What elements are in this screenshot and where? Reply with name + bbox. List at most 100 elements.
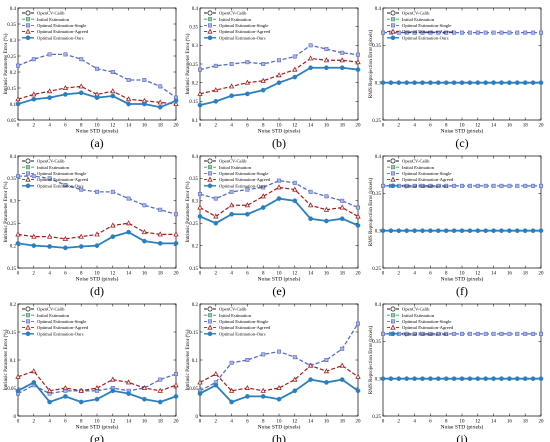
y-tick-label: 0.4 (375, 155, 382, 160)
panel-label: (b) (272, 136, 286, 150)
data-point (412, 30, 417, 35)
data-point (292, 66, 298, 72)
x-tick-label: 10 (95, 124, 101, 129)
data-point (292, 388, 298, 394)
x-tick-label: 14 (126, 420, 132, 425)
data-point (25, 313, 30, 318)
plot-frame (17, 7, 177, 121)
data-point (388, 376, 394, 382)
data-point (308, 189, 313, 194)
data-point (126, 391, 131, 396)
data-point (390, 35, 396, 41)
data-point (390, 331, 396, 337)
data-point (25, 171, 30, 176)
data-point (390, 28, 396, 34)
data-point (31, 233, 37, 239)
y-tick-label: 0.25 (372, 415, 381, 420)
y-tick-label: 0.15 (7, 87, 16, 92)
x-tick-label: 0 (199, 272, 202, 277)
data-point (324, 65, 329, 71)
series (380, 228, 544, 234)
plot-frame (199, 155, 359, 269)
x-tick-label: 8 (262, 420, 265, 425)
chart-panel: 0.15 0.2 0.25 0.3 0.35 0.4 0 2 4 6 8 10 12 14 16 18 20 No… (184, 155, 361, 298)
chart-panel: 0.1 0.15 0.2 0.25 0.3 0.35 0.4 0 2 4 6 8 10 12 14 16 18 2… (184, 7, 361, 150)
data-point (507, 30, 512, 35)
data-point (514, 80, 520, 86)
x-tick-label: 20 (356, 124, 362, 129)
data-point (451, 228, 457, 234)
data-point (110, 222, 116, 228)
legend-label: Optimal Estimation-Ours (37, 35, 84, 40)
data-point (390, 10, 396, 16)
x-tick-label: 2 (33, 420, 36, 425)
data-point (523, 183, 528, 188)
data-point (207, 324, 213, 330)
data-point (208, 165, 213, 170)
data-point (390, 158, 396, 164)
data-point (229, 61, 234, 66)
data-point (15, 388, 21, 394)
data-point (173, 241, 179, 246)
data-point (435, 80, 441, 86)
data-point (292, 180, 297, 185)
x-tick-label: 2 (215, 124, 218, 129)
legend-label: Initial Estimation (402, 17, 435, 22)
data-point (420, 376, 425, 382)
series (197, 184, 361, 219)
y-tick-label: 0.05 (7, 387, 16, 392)
data-point (110, 88, 116, 94)
data-point (95, 66, 100, 71)
data-point (25, 17, 30, 22)
y-tick-label: 0.3 (375, 81, 382, 86)
y-tick-label: 0.15 (189, 100, 198, 105)
series-line (199, 364, 359, 392)
x-tick-label: 8 (80, 272, 83, 277)
data-point (308, 377, 313, 382)
data-point (79, 57, 84, 62)
x-tick-label: 16 (324, 272, 330, 277)
data-point (260, 77, 266, 83)
legend-label: Optimal Estimation-Agreed (219, 177, 271, 182)
x-axis-label: Noise STD (pixels) (258, 424, 301, 431)
data-point (261, 61, 266, 66)
x-tick-label: 12 (292, 124, 298, 129)
x-tick-label: 18 (340, 124, 346, 129)
y-tick-label: 0.4 (192, 7, 199, 12)
data-point (276, 184, 282, 190)
data-point (339, 204, 345, 210)
data-point (63, 92, 68, 97)
panel-label: (f) (456, 284, 468, 298)
data-point (244, 79, 251, 85)
x-tick-label: 10 (277, 124, 283, 129)
x-tick-label: 18 (340, 420, 346, 425)
data-point (435, 376, 441, 382)
data-point (355, 52, 360, 57)
data-point (173, 98, 179, 104)
series (15, 90, 179, 110)
data-point (276, 384, 282, 391)
data-point (491, 331, 496, 336)
x-tick-label: 18 (523, 272, 529, 277)
data-point (531, 183, 536, 188)
data-point (467, 30, 472, 35)
panel-label: (a) (90, 136, 103, 150)
data-point (452, 331, 457, 336)
y-tick-label: 0.35 (189, 177, 198, 182)
data-point (515, 331, 520, 336)
data-point (390, 319, 395, 324)
x-tick-label: 20 (174, 272, 180, 277)
data-point (260, 205, 266, 210)
x-tick-label: 10 (277, 272, 283, 277)
data-point (355, 321, 360, 326)
data-point (499, 30, 504, 35)
legend-label: Optimal Estimation-Ours (402, 35, 449, 40)
x-tick-label: 2 (398, 420, 401, 425)
y-tick-label: 0.15 (189, 331, 198, 336)
legend-label: Optimal Estimation-Ours (219, 183, 266, 188)
data-point (531, 331, 536, 336)
data-point (380, 183, 385, 188)
data-point (467, 228, 473, 234)
